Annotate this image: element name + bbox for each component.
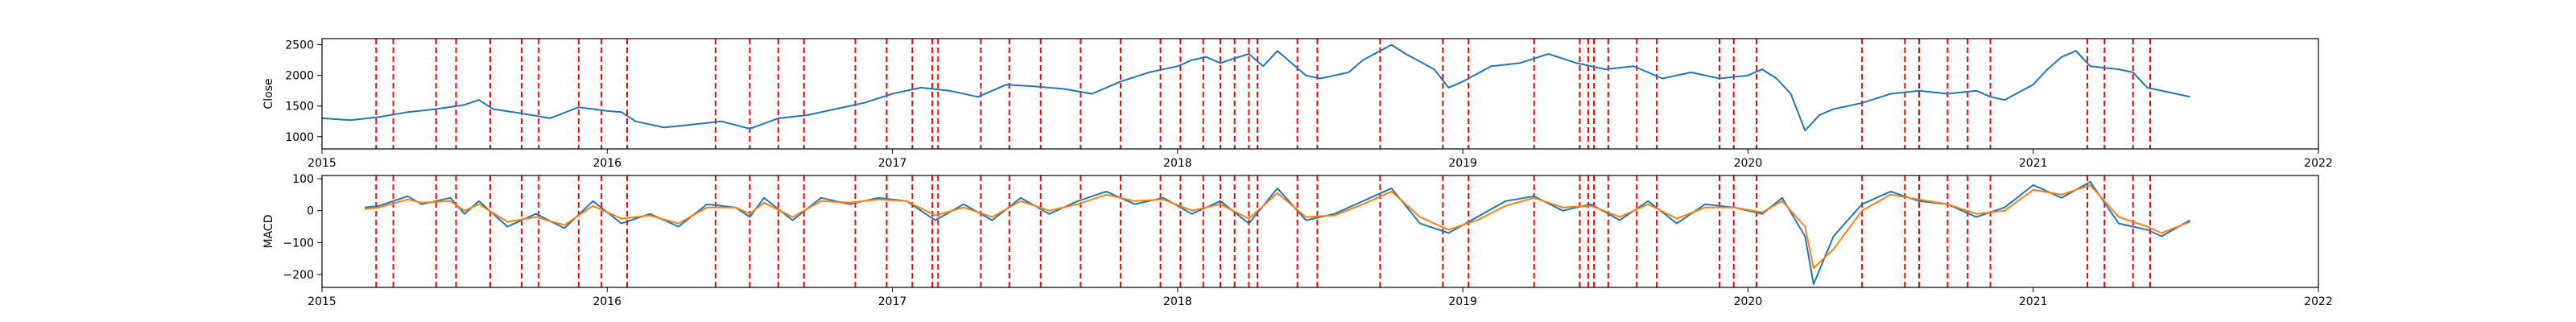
y-tick-label: −200 — [283, 269, 314, 282]
x-tick-label: 2017 — [878, 157, 907, 170]
y-tick-label: −100 — [283, 237, 314, 250]
x-tick-label: 2021 — [2019, 157, 2048, 170]
x-tick-label: 2015 — [308, 157, 336, 170]
x-tick-label: 2018 — [1163, 295, 1192, 308]
y-tick-label: 2500 — [285, 39, 314, 52]
macd-panel: 2015 2016 2017 2018 2019 2020 2021 2022 −200 −100… — [262, 173, 2333, 308]
x-tick-label: 2022 — [2304, 295, 2333, 308]
x-tick-label: 2019 — [1448, 295, 1477, 308]
x-tick-label: 2015 — [308, 295, 336, 308]
close-price-line — [321, 43, 2190, 132]
x-tick-label: 2022 — [2304, 157, 2333, 170]
axes-frame — [321, 38, 2319, 150]
y-tick-label: 1000 — [285, 131, 314, 144]
plot-area — [322, 175, 2318, 287]
y-tick-label: 0 — [307, 205, 314, 218]
close-price-panel: 2015 2016 2017 2018 2019 2020 2021 2022 1000 1500… — [262, 38, 2333, 170]
x-tick-label: 2017 — [878, 295, 907, 308]
plot-area — [322, 39, 2318, 149]
x-tick-label: 2021 — [2019, 295, 2048, 308]
y-tick-label: 2000 — [285, 70, 314, 83]
x-tick-label: 2020 — [1734, 157, 1763, 170]
y-tick-label: 100 — [292, 173, 314, 186]
signal-line-series — [364, 184, 2190, 270]
axes-frame — [321, 175, 2319, 288]
x-tick-label: 2016 — [592, 295, 621, 308]
y-tick-label: 1500 — [285, 101, 314, 114]
y-axis-label: MACD — [262, 215, 275, 249]
x-tick-label: 2020 — [1734, 295, 1763, 308]
x-tick-label: 2019 — [1448, 157, 1477, 170]
x-tick-label: 2016 — [592, 157, 621, 170]
x-tick-label: 2018 — [1163, 157, 1192, 170]
y-axis-label: Close — [262, 78, 275, 109]
